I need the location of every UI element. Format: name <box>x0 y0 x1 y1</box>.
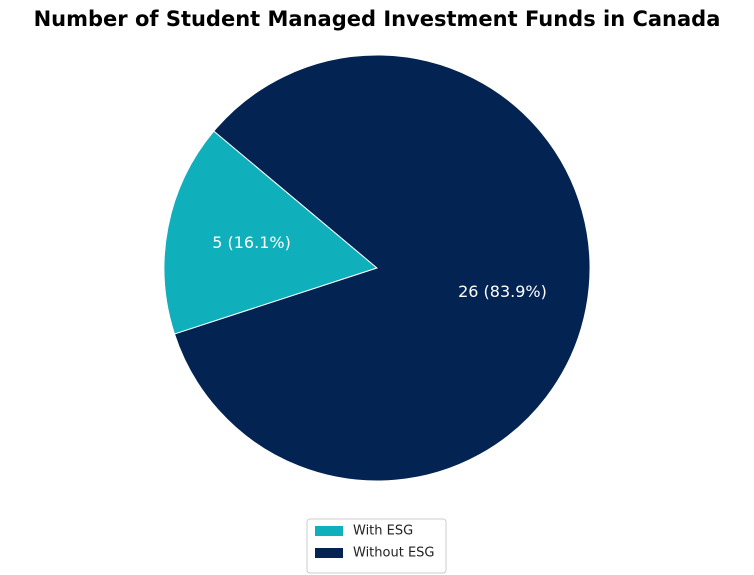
pie-slice <box>173 54 591 482</box>
slice-label: 26 (83.9%) <box>458 282 547 301</box>
legend-swatch <box>315 548 343 558</box>
legend-swatch <box>315 526 343 536</box>
legend-label: Without ESG <box>353 546 434 561</box>
slice-label: 5 (16.1%) <box>212 233 291 252</box>
legend-label: With ESG <box>353 524 413 539</box>
chart-title: Number of Student Managed Investment Fun… <box>34 7 721 31</box>
pie-slice <box>163 130 379 335</box>
